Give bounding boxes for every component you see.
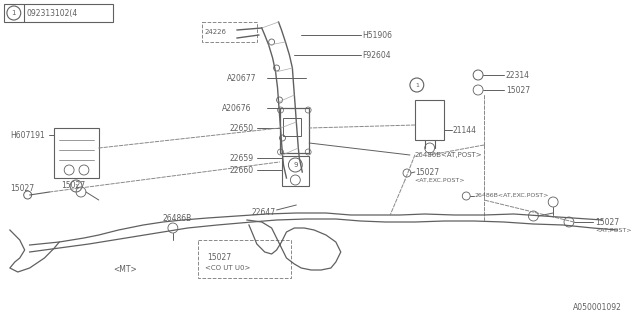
Text: 15027: 15027 (10, 183, 34, 193)
Text: 22660: 22660 (229, 165, 253, 174)
Bar (4, 4, 113, 22)
Bar (280, 108, 309, 153)
Text: 15027: 15027 (61, 180, 85, 189)
Text: 15027: 15027 (415, 167, 439, 177)
Text: <MT>: <MT> (113, 266, 138, 275)
Text: 1: 1 (12, 10, 16, 16)
Bar (54, 128, 99, 178)
Text: 1: 1 (74, 183, 78, 188)
Text: A20677: A20677 (227, 74, 257, 83)
Text: <CO UT U0>: <CO UT U0> (205, 265, 251, 271)
Text: <AT,POST>: <AT,POST> (596, 228, 632, 233)
Text: H51906: H51906 (362, 30, 392, 39)
Text: 22647: 22647 (252, 207, 276, 217)
Text: 15027: 15027 (506, 85, 530, 94)
Text: A050001092: A050001092 (573, 303, 622, 312)
Text: 092313102(4: 092313102(4 (27, 9, 78, 18)
Text: H607191: H607191 (10, 131, 45, 140)
Text: 15027: 15027 (207, 253, 232, 262)
Bar (202, 22, 257, 42)
Bar (415, 100, 445, 140)
Text: 22314: 22314 (506, 70, 530, 79)
Text: F92604: F92604 (362, 51, 391, 60)
Text: A20676: A20676 (222, 103, 252, 113)
Text: 26486B: 26486B (163, 213, 192, 222)
Text: 26486B<AT,EXC.POST>: 26486B<AT,EXC.POST> (474, 193, 548, 197)
Text: 22650: 22650 (229, 124, 253, 132)
Text: 24226: 24226 (204, 29, 227, 35)
Text: 26486B<AT,POST>: 26486B<AT,POST> (415, 152, 483, 158)
Text: 9: 9 (293, 162, 298, 168)
Bar (198, 240, 291, 278)
Text: 15027: 15027 (596, 218, 620, 227)
Text: 21144: 21144 (452, 125, 476, 134)
Bar (284, 118, 301, 136)
Bar (282, 156, 309, 186)
Text: 22659: 22659 (229, 154, 253, 163)
Text: 1: 1 (415, 83, 419, 87)
Text: <AT,EXC.POST>: <AT,EXC.POST> (415, 178, 465, 182)
